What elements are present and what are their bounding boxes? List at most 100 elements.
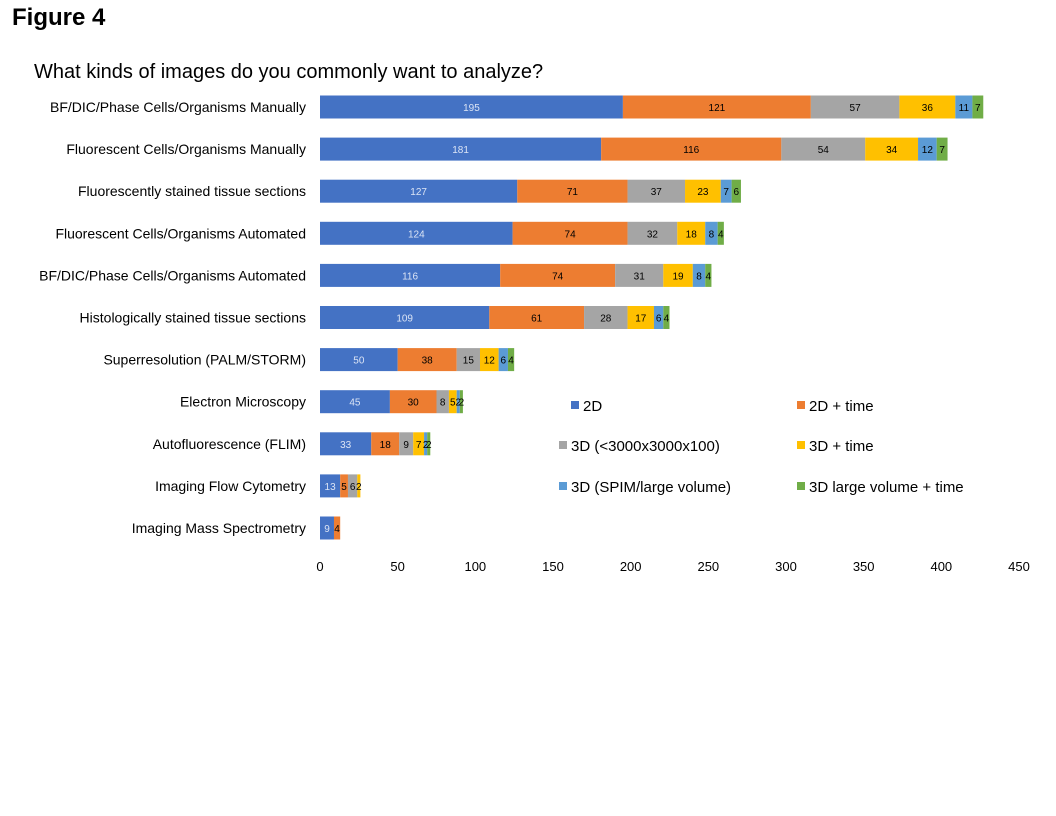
category-label: Imaging Mass Spectrometry <box>132 520 306 536</box>
data-label: 9 <box>324 524 330 535</box>
data-label: 127 <box>410 187 427 198</box>
data-label: 61 <box>531 314 543 325</box>
bar-segment <box>320 432 372 456</box>
x-tick-label: 0 <box>316 559 323 574</box>
data-label: 8 <box>696 271 702 282</box>
bar-segment <box>320 516 334 540</box>
data-label: 12 <box>484 356 496 367</box>
bar-segment <box>498 348 508 372</box>
data-label: 38 <box>422 356 434 367</box>
bar-segment <box>456 348 480 372</box>
bar-segment <box>320 95 623 119</box>
x-tick-label: 200 <box>620 559 642 574</box>
legend-swatch <box>797 441 805 449</box>
bar-segment <box>424 432 428 456</box>
bar-segment <box>781 137 866 161</box>
data-label: 31 <box>634 271 646 282</box>
data-label: 116 <box>683 145 699 156</box>
legend-label: 2D + time <box>809 398 874 415</box>
data-label: 9 <box>403 440 409 451</box>
bar-segment <box>340 474 348 498</box>
bar-segment <box>685 179 721 203</box>
category-labels: BF/DIC/Phase Cells/Organisms Manually Flu… <box>39 99 306 536</box>
bar-segment <box>436 390 449 414</box>
x-axis-ticks: 0 50 100 150 200 250 300 350 400 450 <box>316 559 1029 574</box>
data-label: 17 <box>635 314 647 325</box>
data-label: 12 <box>922 145 934 156</box>
bar-segment <box>399 432 414 456</box>
data-label: 4 <box>718 229 724 240</box>
data-label: 7 <box>939 145 945 156</box>
category-label: Histologically stained tissue sections <box>80 310 306 326</box>
data-label: 28 <box>600 314 612 325</box>
bar-segment <box>677 221 706 245</box>
data-label: 34 <box>886 145 898 156</box>
bar-segment <box>705 263 712 287</box>
data-label: 6 <box>501 356 507 367</box>
legend-label: 2D <box>583 398 602 415</box>
data-label: 8 <box>709 229 715 240</box>
bar-segment <box>717 221 724 245</box>
chart-title: What kinds of images do you commonly wan… <box>34 61 543 83</box>
legend-swatch <box>797 401 805 409</box>
data-label: 32 <box>647 229 659 240</box>
data-label: 8 <box>440 398 446 409</box>
bar-segment <box>705 221 718 245</box>
bar-segment <box>427 432 431 456</box>
bar-segment <box>627 221 678 245</box>
data-label: 45 <box>349 398 361 409</box>
bar-segment <box>320 348 398 372</box>
legend-label: 3D (SPIM/large volume) <box>571 479 731 496</box>
bar-segment <box>622 95 811 119</box>
legend-label: 3D (<3000x3000x100) <box>571 438 720 455</box>
bar-segment <box>320 474 341 498</box>
data-label: 4 <box>508 356 514 367</box>
category-label: BF/DIC/Phase Cells/Organisms Manually <box>50 99 306 115</box>
data-label: 13 <box>325 482 337 493</box>
legend-label: 3D + time <box>809 438 874 455</box>
bar-segment <box>972 95 984 119</box>
bar-segment <box>615 263 664 287</box>
data-label: 57 <box>850 103 862 114</box>
category-label: Imaging Flow Cytometry <box>155 478 306 494</box>
bar-segment <box>347 474 358 498</box>
data-label: 36 <box>922 103 934 114</box>
data-label: 6 <box>350 482 356 493</box>
data-label: 6 <box>734 187 740 198</box>
bar-segment <box>627 306 654 329</box>
bar-segment <box>320 390 390 414</box>
category-label: Autofluorescence (FLIM) <box>153 436 306 452</box>
bar-segment <box>479 348 499 372</box>
bar-segment <box>731 179 741 203</box>
data-label: 18 <box>380 440 392 451</box>
data-label: 74 <box>565 229 577 240</box>
category-label: BF/DIC/Phase Cells/Organisms Automated <box>39 267 306 283</box>
figure-label: Figure 4 <box>12 4 106 31</box>
bar-segment <box>500 263 616 287</box>
category-label: Electron Microscopy <box>180 394 306 410</box>
bar-segment <box>459 390 463 414</box>
bar-segment <box>955 95 973 119</box>
data-label: 4 <box>706 271 712 282</box>
bar-segment <box>320 306 490 329</box>
x-tick-label: 50 <box>390 559 404 574</box>
data-label: 181 <box>452 145 469 156</box>
legend-swatch <box>559 441 567 449</box>
data-label: 2 <box>356 482 362 493</box>
bar-segment <box>601 137 782 161</box>
category-label: Fluorescent Cells/Organisms Manually <box>66 141 306 157</box>
data-label: 116 <box>402 271 418 282</box>
category-label: Superresolution (PALM/STORM) <box>103 352 306 368</box>
bar-segment <box>936 137 948 161</box>
category-label: Fluorescent Cells/Organisms Automated <box>55 225 306 241</box>
bar-segment <box>320 263 501 287</box>
legend-swatch <box>571 401 579 409</box>
bar-segment <box>720 179 732 203</box>
data-label: 2 <box>455 398 461 409</box>
data-label: 2 <box>426 440 432 451</box>
bar-segment <box>413 432 425 456</box>
legend: 2D 2D + time 3D (<3000x3000x100) 3D + time 3… <box>559 398 964 496</box>
data-label: 4 <box>664 314 670 325</box>
bar-segment <box>489 306 585 329</box>
